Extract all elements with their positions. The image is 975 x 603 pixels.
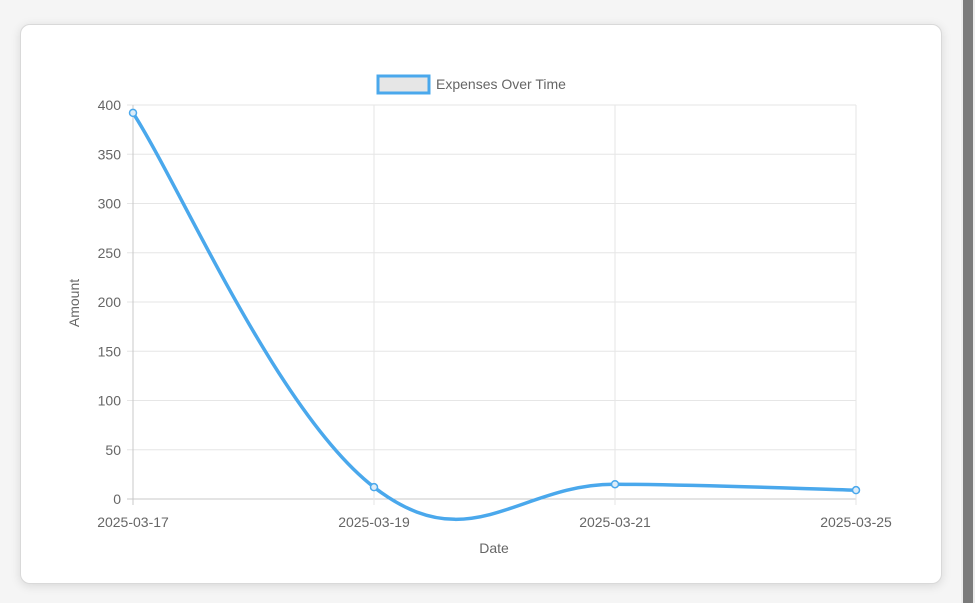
y-tick-label: 150 [98, 343, 122, 359]
x-tick-label: 2025-03-19 [338, 514, 410, 530]
y-tick-label: 300 [98, 196, 122, 212]
y-tick-label: 350 [98, 146, 122, 162]
y-tick-label: 50 [105, 442, 121, 458]
series-line [131, 111, 858, 522]
scrollbar-thumb[interactable] [963, 0, 973, 603]
legend-label-expenses[interactable]: Expenses Over Time [436, 76, 566, 92]
line-chart: Expenses Over Time 0 50 100 150 200 250 300 350… [66, 74, 892, 556]
y-tick-label: 0 [113, 491, 121, 507]
x-axis-label: Date [479, 540, 509, 556]
x-tick-label: 2025-03-21 [579, 514, 651, 530]
y-tick-label: 200 [98, 294, 122, 310]
data-point [851, 485, 861, 495]
data-point [610, 479, 620, 489]
x-tick-label: 2025-03-17 [97, 514, 169, 530]
y-axis-label: Amount [66, 279, 82, 327]
grid [127, 104, 857, 505]
legend-swatch-expenses[interactable] [376, 74, 431, 95]
y-tick-label: 400 [98, 97, 122, 113]
chart-card: Expenses Over Time 0 50 100 150 200 250 300 350… [20, 24, 942, 584]
series-expenses [128, 108, 861, 522]
legend[interactable]: Expenses Over Time [376, 74, 566, 95]
scrollbar-track[interactable] [961, 0, 975, 603]
y-tick-label: 250 [98, 245, 122, 261]
x-tick-label: 2025-03-25 [820, 514, 892, 530]
y-tick-label: 100 [98, 393, 122, 409]
data-point [369, 482, 379, 492]
x-tick-labels: 2025-03-17 2025-03-19 2025-03-21 2025-03-25 [97, 514, 892, 530]
y-tick-labels: 0 50 100 150 200 250 300 350 400 [98, 97, 122, 507]
data-point [128, 108, 138, 118]
